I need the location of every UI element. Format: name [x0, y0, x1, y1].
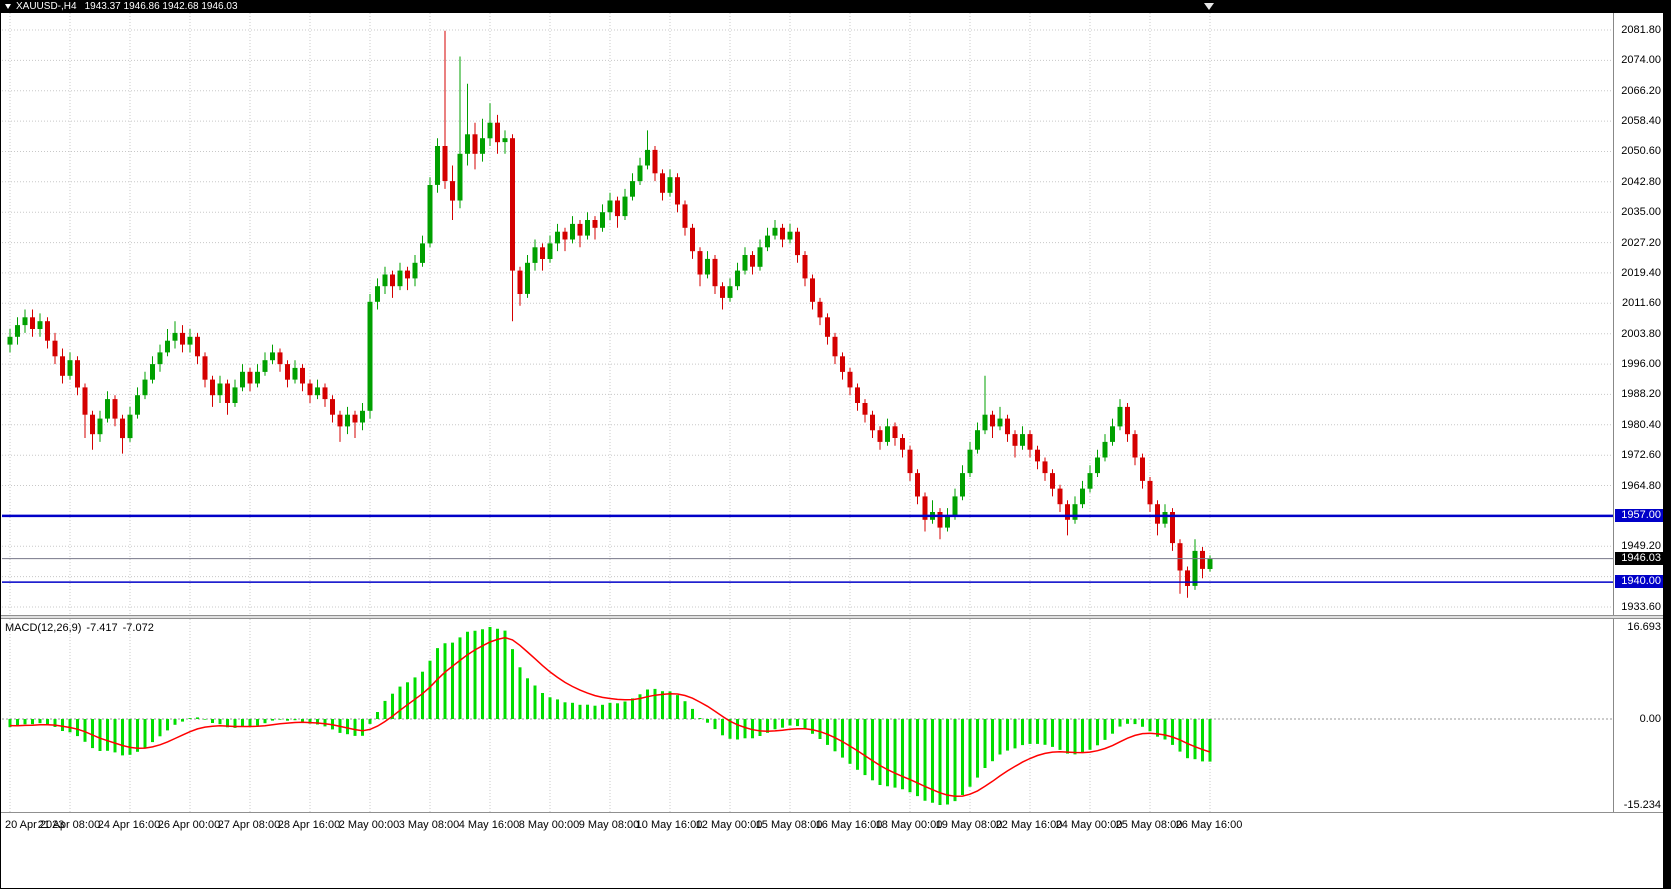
time-axis[interactable]: 20 Apr 2023 21 Apr 08:00 24 Apr 16:00 26 Ap… [1, 812, 1664, 840]
macd-histogram [8, 627, 1212, 805]
chart-title-bar: XAUUSD-,H4 1943.37 1946.86 1942.68 1946.0… [1, 0, 1671, 13]
chart-menu-icon[interactable] [5, 3, 11, 9]
level-line-price-badge: 1957.00 [1615, 509, 1664, 522]
time-axis-label: 10 May 16:00 [635, 819, 703, 831]
price-axis-label: 2003.80 [1621, 328, 1661, 340]
macd-indicator-label: MACD(12,26,9) -7.417 -7.072 [5, 622, 159, 634]
time-axis-label: 19 May 08:00 [935, 819, 1003, 831]
time-axis-label: 16 May 16:00 [815, 819, 883, 831]
time-axis-label: 15 May 08:00 [755, 819, 823, 831]
price-axis-label: 2081.80 [1621, 24, 1661, 36]
time-axis-label: 22 May 16:00 [995, 819, 1063, 831]
macd-signal-line [9, 636, 1211, 798]
macd-panel-canvas[interactable] [2, 619, 1613, 812]
macd-scale-label: -15.234 [1623, 799, 1661, 811]
candlestick-series [7, 30, 1213, 598]
time-axis-label: 8 May 00:00 [518, 819, 580, 831]
macd-signal-value: -7.072 [122, 622, 154, 634]
time-axis-label: 12 May 00:00 [695, 819, 763, 831]
window-right-border [1663, 0, 1671, 888]
price-axis-label: 1996.00 [1621, 358, 1661, 370]
time-axis-label: 4 May 16:00 [458, 819, 520, 831]
macd-scale-axis[interactable]: 16.693 0.00 -15.234 [1613, 619, 1664, 812]
chart-ohlc-readout: 1943.37 1946.86 1942.68 1946.03 [84, 1, 238, 12]
indicator-panel-divider[interactable] [1, 615, 1664, 619]
price-axis-label: 1933.60 [1621, 601, 1661, 613]
macd-indicator-name: MACD(12,26,9) [5, 622, 82, 634]
chart-symbol-period: XAUUSD-,H4 [16, 1, 77, 12]
price-axis-label: 2074.00 [1621, 54, 1661, 66]
price-axis-label: 1980.40 [1621, 419, 1661, 431]
price-axis-label: 1964.80 [1621, 480, 1661, 492]
price-axis-label: 1988.20 [1621, 388, 1661, 400]
time-axis-label: 28 Apr 16:00 [277, 819, 341, 831]
horizontal-level-lines[interactable] [2, 514, 1613, 583]
chart-shift-marker[interactable] [1204, 3, 1214, 10]
time-axis-label: 20 Apr 2023 [5, 819, 65, 831]
price-axis-label: 2050.60 [1621, 145, 1661, 157]
price-axis[interactable]: 2081.80 2074.00 2066.20 2058.40 2050.60 2042.… [1613, 13, 1664, 615]
price-axis-label: 2011.60 [1622, 297, 1661, 309]
time-axis-label: 24 May 00:00 [1055, 819, 1123, 831]
price-axis-label: 2035.00 [1621, 206, 1661, 218]
time-axis-label: 21 Apr 08:00 [37, 819, 101, 831]
time-axis-label: 26 May 16:00 [1175, 819, 1243, 831]
time-axis-label: 9 May 08:00 [578, 819, 640, 831]
price-axis-label: 1949.20 [1621, 540, 1661, 552]
macd-main-value: -7.417 [86, 622, 118, 634]
time-axis-label: 24 Apr 16:00 [97, 819, 161, 831]
macd-gridlines [2, 619, 1613, 812]
price-axis-label: 2042.80 [1621, 176, 1661, 188]
macd-scale-label: 0.00 [1639, 713, 1661, 725]
price-axis-label: 2027.20 [1621, 237, 1661, 249]
level-line-price-badge: 1940.00 [1615, 575, 1664, 588]
price-gridlines [2, 13, 1613, 615]
time-axis-label: 26 Apr 00:00 [157, 819, 221, 831]
macd-scale-label: 16.693 [1627, 621, 1661, 633]
time-axis-label: 3 May 08:00 [398, 819, 460, 831]
price-axis-label: 2058.40 [1621, 115, 1661, 127]
price-axis-label: 2066.20 [1621, 85, 1661, 97]
time-axis-label: 2 May 00:00 [338, 819, 400, 831]
current-price-badge: 1946.03 [1615, 552, 1664, 565]
price-axis-label: 1972.60 [1621, 449, 1661, 461]
time-axis-label: 27 Apr 08:00 [217, 819, 281, 831]
price-chart-canvas[interactable] [2, 13, 1613, 615]
time-axis-label: 18 May 00:00 [875, 819, 943, 831]
time-axis-label: 25 May 08:00 [1115, 819, 1183, 831]
price-axis-label: 2019.40 [1621, 267, 1661, 279]
